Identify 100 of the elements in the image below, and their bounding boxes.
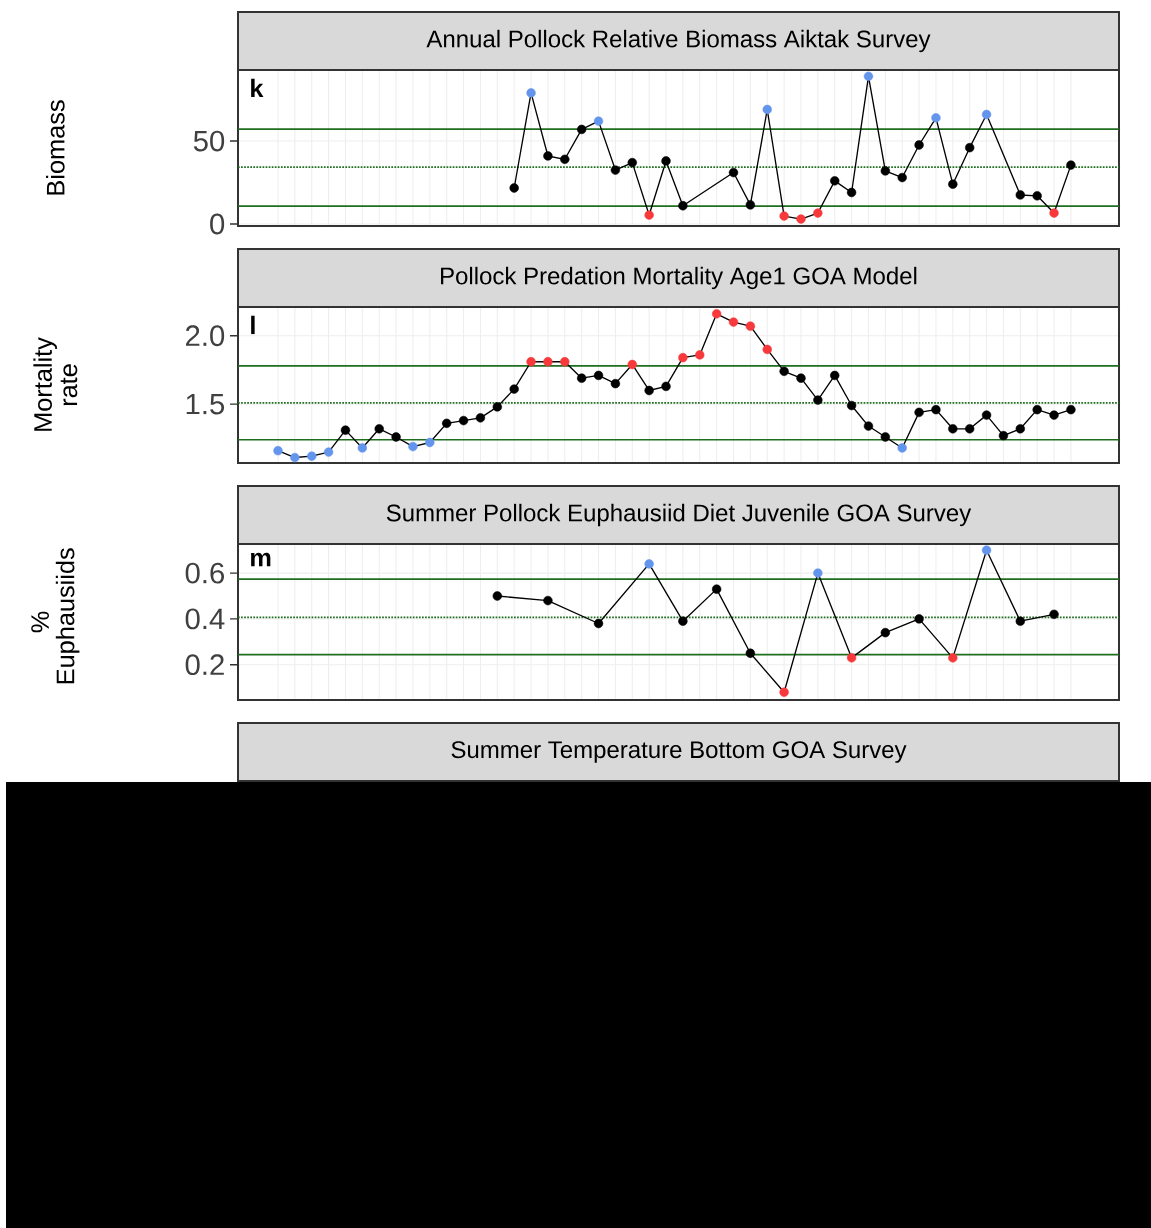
point: [1015, 190, 1025, 200]
y-axis-title: % Euphausiids: [31, 548, 80, 684]
point: [830, 176, 840, 186]
point: [745, 648, 756, 658]
point: [1049, 208, 1059, 218]
point: [796, 214, 806, 224]
y-axis-title: Mortality rate: [33, 337, 78, 431]
point: [526, 357, 536, 367]
point: [492, 591, 502, 601]
point: [1015, 616, 1025, 626]
chart-title: Summer Pollock Euphausiid Diet Juvenile GOA Survey: [386, 503, 972, 527]
point: [509, 384, 519, 394]
text: Summer Temperature Bottom GOA Survey: [451, 741, 907, 763]
y-tick-label: 2.0: [185, 325, 225, 347]
point: [813, 568, 823, 578]
point: [711, 309, 722, 319]
point: [897, 443, 907, 453]
point: [830, 370, 840, 381]
point: [948, 653, 958, 663]
point: [779, 687, 789, 697]
point: [728, 167, 739, 178]
point: [323, 447, 334, 457]
point: [340, 425, 351, 435]
point: [576, 373, 587, 383]
point: [931, 404, 941, 415]
point: [762, 104, 772, 115]
y-tick-label: 1.5: [186, 393, 225, 415]
point: [644, 385, 654, 396]
point: [1066, 404, 1076, 415]
point: [678, 616, 688, 626]
point: [931, 113, 941, 123]
point: [458, 415, 469, 426]
point: [307, 451, 317, 461]
point: [965, 143, 975, 153]
point: [880, 627, 891, 638]
point: [475, 413, 486, 423]
point: [813, 395, 823, 405]
point: [627, 359, 637, 370]
point: [981, 545, 992, 555]
y-tick-label: 0.6: [185, 562, 225, 584]
point: [1066, 160, 1076, 170]
point: [442, 418, 452, 428]
point: [627, 157, 637, 168]
point: [391, 432, 401, 442]
point: [948, 179, 958, 189]
y-tick-label: 0.4: [185, 608, 225, 630]
point: [728, 317, 739, 327]
point: [897, 172, 907, 183]
text: k: [251, 78, 264, 98]
point: [1049, 410, 1059, 420]
point: [981, 410, 992, 420]
point: [914, 614, 924, 624]
point: [560, 154, 570, 164]
point: [914, 407, 924, 418]
point: [593, 618, 604, 629]
point: [745, 200, 756, 210]
y-axis-title: Biomass: [46, 100, 65, 195]
y-tick-label: 50: [193, 130, 225, 152]
point: [543, 151, 553, 161]
point: [965, 424, 975, 434]
text: l: [251, 315, 255, 335]
point: [711, 584, 722, 594]
point: [644, 210, 654, 220]
point: [273, 446, 283, 456]
point: [425, 437, 435, 448]
annotation: m: [251, 552, 271, 567]
point: [846, 187, 857, 198]
point: [576, 124, 587, 135]
point: [290, 452, 300, 463]
point: [543, 595, 553, 606]
point: [560, 357, 570, 367]
point: [593, 370, 604, 381]
point: [374, 424, 384, 434]
point: [408, 441, 418, 452]
point: [796, 373, 806, 383]
point: [863, 71, 874, 81]
point: [863, 421, 874, 431]
point: [745, 321, 756, 331]
point: [779, 211, 789, 221]
point: [678, 352, 688, 363]
point: [948, 424, 958, 434]
point: [644, 559, 654, 569]
point: [492, 402, 502, 412]
point: [981, 109, 992, 120]
point: [357, 443, 368, 453]
point: [1015, 424, 1025, 434]
point: [678, 201, 688, 211]
point: [610, 165, 621, 175]
point: [695, 350, 705, 360]
point: [661, 156, 671, 166]
y-tick-label: 0.2: [185, 654, 224, 676]
point: [610, 378, 621, 389]
point: [914, 140, 924, 150]
chart-title: Pollock Predation Mortality Age1 GOA Model: [441, 266, 917, 290]
point: [779, 366, 789, 376]
point: [762, 344, 772, 355]
point: [880, 432, 891, 442]
y-tick-label: 0: [210, 213, 225, 235]
point: [1049, 609, 1059, 619]
point: [509, 183, 519, 193]
